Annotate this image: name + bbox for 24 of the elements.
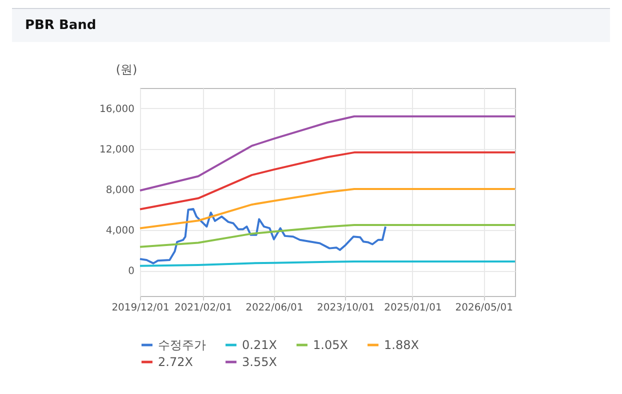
legend-label: 2.72X (158, 355, 193, 369)
line-series (139, 151, 516, 210)
line-series (139, 115, 516, 192)
x-tick-label: 2021/02/01 (174, 302, 232, 314)
line-series (139, 188, 516, 230)
legend-label: 0.21X (242, 338, 277, 352)
x-tick-label: 2019/12/01 (112, 302, 170, 314)
chart-title: PBR Band (12, 9, 610, 42)
x-tick-label: 2026/05/01 (455, 302, 513, 314)
line-series (139, 208, 387, 264)
y-tick-label: 16,000 (100, 104, 134, 115)
x-tick-label: 2025/01/01 (384, 302, 442, 314)
x-tick-label: 2022/06/01 (246, 302, 304, 314)
y-tick-label: 12,000 (100, 144, 134, 156)
legend-label: 1.88X (384, 338, 419, 352)
y-tick-label: 8,000 (106, 184, 134, 196)
y-axis-title: (원) (116, 62, 138, 76)
y-tick-label: 0 (128, 266, 134, 278)
legend-label: 3.55X (242, 355, 277, 369)
x-tick-label: 2023/10/01 (317, 302, 375, 314)
legend-label: 1.05X (313, 338, 348, 352)
line-series (139, 224, 516, 248)
y-tick-label: 4,000 (106, 226, 134, 237)
legend-label: 수정주가 (158, 338, 206, 352)
